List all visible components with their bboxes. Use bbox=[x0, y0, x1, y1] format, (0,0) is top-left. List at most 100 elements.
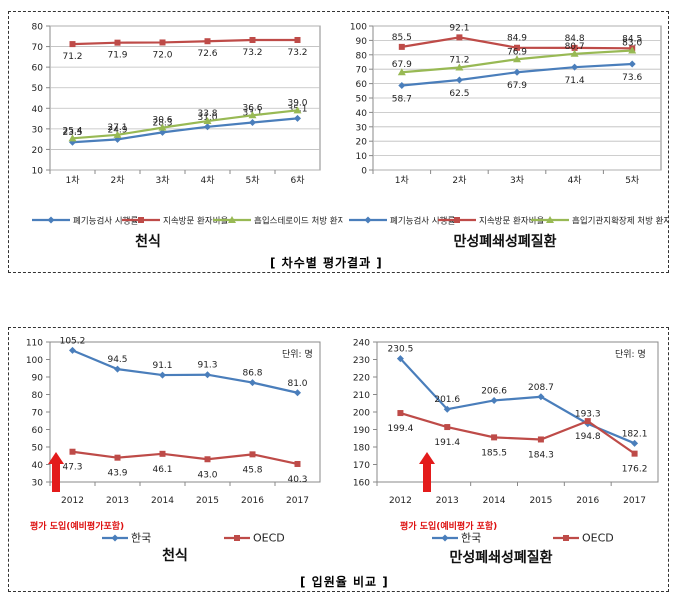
data-label: 185.5 bbox=[481, 448, 507, 458]
y-tick-label: 80 bbox=[32, 391, 44, 401]
bottom-caption: [ 입원율 비교 ] bbox=[300, 575, 389, 589]
data-label: 94.5 bbox=[107, 355, 127, 365]
x-tick-label: 4차 bbox=[200, 174, 215, 186]
data-label: 80.7 bbox=[565, 42, 585, 52]
data-point bbox=[398, 43, 405, 50]
data-point bbox=[571, 44, 578, 51]
data-label: 30.6 bbox=[152, 116, 172, 126]
data-point bbox=[513, 68, 521, 76]
y-tick-label: 20 bbox=[356, 138, 368, 148]
y-tick-label: 80 bbox=[32, 23, 44, 33]
asthma-quality-chart: 10 20 30 40 50 60 70 80 1차 2차 3차 4차 5차 6차 23.5 24.9 28.3… bbox=[32, 23, 343, 251]
y-tick-label: 60 bbox=[356, 80, 368, 90]
series-line bbox=[400, 411, 636, 455]
x-tick-label: 2012 bbox=[61, 496, 84, 506]
data-point bbox=[204, 371, 211, 379]
data-point bbox=[398, 81, 406, 89]
data-label: 84.5 bbox=[622, 34, 642, 44]
data-label: 43.9 bbox=[107, 469, 127, 479]
data-point bbox=[204, 38, 211, 45]
data-label: 46.1 bbox=[152, 465, 172, 475]
data-label: 199.4 bbox=[388, 424, 414, 434]
data-point bbox=[455, 63, 464, 71]
data-point bbox=[397, 68, 406, 76]
data-label: 40.3 bbox=[287, 475, 307, 485]
data-point bbox=[537, 436, 544, 443]
y-tick-label: 60 bbox=[32, 426, 44, 436]
data-label: 45.8 bbox=[242, 465, 262, 475]
data-point bbox=[537, 393, 545, 401]
x-tick-label: 2013 bbox=[106, 496, 129, 506]
y-tick-label: 60 bbox=[32, 64, 44, 74]
data-point bbox=[628, 46, 637, 54]
x-tick-label: 2차 bbox=[452, 174, 467, 186]
data-label: 67.9 bbox=[392, 60, 412, 70]
data-point bbox=[397, 410, 404, 417]
data-label: 85.5 bbox=[392, 33, 412, 43]
data-point bbox=[490, 396, 498, 404]
red-arrow bbox=[48, 452, 64, 492]
data-point bbox=[249, 118, 256, 126]
data-label: 91.3 bbox=[197, 361, 217, 371]
data-point bbox=[114, 365, 121, 373]
legend-marker bbox=[546, 216, 554, 223]
data-point bbox=[113, 130, 122, 138]
x-tick-label: 3차 bbox=[155, 174, 170, 186]
bottom-panel bbox=[8, 327, 669, 592]
x-tick-label: 2014 bbox=[483, 496, 506, 506]
data-label: 193.3 bbox=[575, 410, 601, 420]
data-label: 105.2 bbox=[60, 336, 86, 346]
legend-marker bbox=[441, 534, 449, 542]
data-label: 47.3 bbox=[62, 463, 82, 473]
y-tick-label: 40 bbox=[356, 109, 368, 119]
x-tick-label: 1차 bbox=[395, 174, 410, 186]
plot-frame bbox=[49, 25, 321, 171]
data-label: 67.9 bbox=[507, 81, 527, 91]
data-point bbox=[513, 55, 521, 63]
series-line bbox=[72, 450, 298, 466]
legend-marker bbox=[563, 535, 569, 541]
data-label: 27.1 bbox=[107, 123, 127, 133]
y-tick-label: 210 bbox=[353, 391, 370, 401]
plot-frame bbox=[376, 341, 659, 483]
data-point bbox=[69, 448, 76, 455]
data-label: 71.4 bbox=[565, 76, 585, 86]
y-tick-label: 190 bbox=[353, 426, 370, 436]
data-label: 36.6 bbox=[242, 103, 262, 113]
data-label: 71.2 bbox=[62, 52, 82, 62]
x-tick-label: 3차 bbox=[510, 174, 525, 186]
data-label: 72.0 bbox=[152, 50, 172, 60]
data-point bbox=[444, 424, 451, 431]
data-point bbox=[204, 456, 211, 463]
y-tick-label: 90 bbox=[356, 37, 368, 47]
data-label: 23.5 bbox=[62, 128, 82, 138]
legend-label: 지속방문 환자비율 bbox=[479, 216, 544, 227]
chart-title: 천식 bbox=[135, 234, 161, 250]
legend-label: OECD bbox=[253, 532, 285, 545]
data-point bbox=[631, 450, 638, 457]
data-label: 43.0 bbox=[197, 470, 217, 480]
series-line bbox=[72, 349, 298, 394]
copd-admission-chart: 160 170 180 190 200 210 220 230 240 2012 2013 2014 2… bbox=[353, 339, 659, 566]
data-point bbox=[114, 454, 121, 461]
legend-label: 지속방문 환자비율 bbox=[163, 216, 228, 227]
series-line bbox=[72, 117, 298, 144]
y-tick-label: 110 bbox=[26, 339, 43, 349]
data-label: 28.3 bbox=[152, 118, 172, 128]
data-point bbox=[294, 36, 301, 43]
y-tick-label: 160 bbox=[353, 479, 370, 489]
y-tick-label: 50 bbox=[356, 95, 368, 105]
data-point bbox=[584, 418, 591, 425]
data-point bbox=[203, 117, 212, 125]
y-tick-label: 230 bbox=[353, 356, 370, 366]
data-label: 73.2 bbox=[242, 48, 262, 58]
y-tick-label: 10 bbox=[32, 167, 44, 177]
data-point bbox=[571, 63, 579, 71]
data-label: 62.5 bbox=[449, 89, 469, 99]
data-label: 73.6 bbox=[622, 73, 642, 83]
data-label: 71.2 bbox=[449, 55, 469, 65]
y-tick-label: 0 bbox=[361, 167, 367, 177]
data-point bbox=[68, 134, 77, 142]
y-tick-label: 40 bbox=[32, 461, 44, 471]
legend-label: 폐기능검사 시행률 bbox=[390, 216, 455, 227]
